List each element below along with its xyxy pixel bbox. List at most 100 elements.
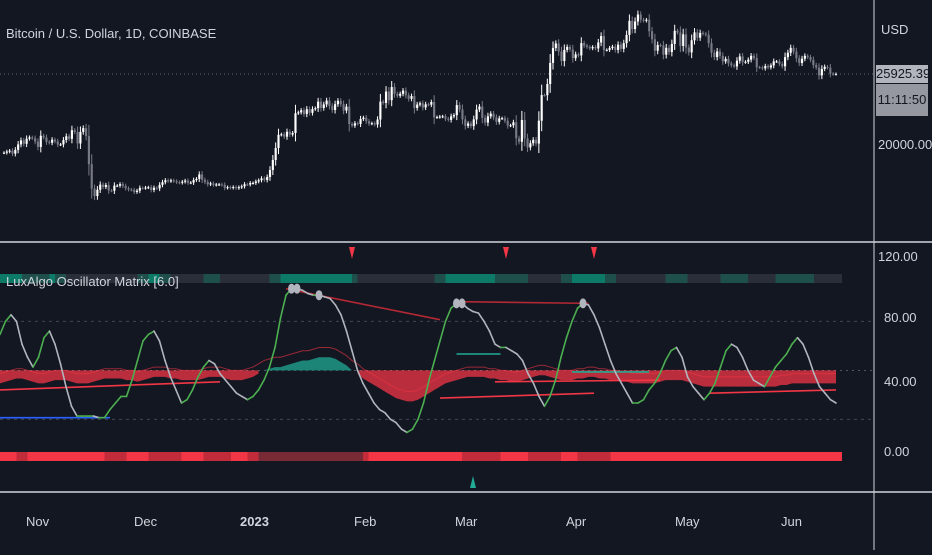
candle-body xyxy=(611,46,614,49)
hyperwave-segment xyxy=(532,382,540,398)
confluence-zone-upper xyxy=(775,274,782,283)
hyperwave-segment xyxy=(92,415,100,419)
confluence-zone-upper xyxy=(247,274,254,283)
hyperwave-segment xyxy=(593,313,601,329)
candle-body xyxy=(602,36,606,50)
confluence-zone-upper xyxy=(170,274,177,283)
confluence-zone-upper xyxy=(605,274,611,283)
confluence-zone-upper xyxy=(830,274,837,283)
confluence-zone-upper xyxy=(709,274,716,283)
hyperwave-segment xyxy=(65,385,73,408)
hyperwave-segment xyxy=(136,340,144,362)
candle-body xyxy=(184,180,187,182)
candle-body xyxy=(365,117,368,122)
candle-body xyxy=(752,55,756,59)
candle-body xyxy=(758,67,761,69)
candle-body xyxy=(650,31,654,40)
hyperwave-segment xyxy=(329,297,337,306)
osc-axis-tick: 40.00 xyxy=(884,374,917,389)
time-axis-tick: Mar xyxy=(455,514,478,529)
candle-body xyxy=(600,36,603,43)
confluence-zone-lower xyxy=(363,452,369,461)
candle-body xyxy=(376,119,379,125)
candle-body xyxy=(56,141,59,145)
candle-body xyxy=(73,130,76,133)
candle-body xyxy=(121,184,124,186)
candle-body xyxy=(11,150,14,154)
candle-body xyxy=(778,61,781,64)
confluence-zone-lower xyxy=(478,452,485,461)
hyperwave-segment xyxy=(274,317,282,349)
indicator-title: LuxAlgo Oscillator Matrix [6.0] xyxy=(6,274,179,289)
candle-body xyxy=(605,49,608,51)
confluence-zone-upper xyxy=(297,274,303,283)
hyperwave-segment xyxy=(433,340,441,362)
confluence-zone-lower xyxy=(396,452,402,461)
confluence-zone-lower xyxy=(594,452,600,461)
candle-body xyxy=(263,178,266,180)
candle-body xyxy=(257,180,260,182)
hyperwave-segment xyxy=(538,395,546,408)
confluence-zone-lower xyxy=(247,452,254,461)
hyperwave-segment xyxy=(697,392,705,401)
confluence-zone-upper xyxy=(649,274,655,283)
confluence-zone-upper xyxy=(836,274,842,283)
candle-body xyxy=(107,185,110,191)
candle-body xyxy=(45,137,48,142)
confluence-zone-lower xyxy=(808,452,815,461)
confluence-zone-upper xyxy=(555,274,562,283)
candle-body xyxy=(393,87,396,94)
candle-body xyxy=(509,125,512,127)
hyperwave-segment xyxy=(340,313,348,332)
confluence-zone-upper xyxy=(236,274,243,283)
confluence-zone-upper xyxy=(269,274,276,283)
candle-body xyxy=(209,183,212,185)
bearish-signal-arrow xyxy=(503,247,509,259)
hyperwave-segment xyxy=(681,356,689,378)
confluence-zone-lower xyxy=(792,452,798,461)
hyperwave-segment xyxy=(307,292,315,297)
confluence-zone-upper xyxy=(654,274,661,283)
candle-body xyxy=(42,135,45,138)
candle-body xyxy=(186,180,190,183)
confluence-zone-lower xyxy=(269,452,276,461)
candle-body xyxy=(342,104,345,111)
candle-body xyxy=(39,135,42,147)
confluence-zone-lower xyxy=(440,452,446,461)
confluence-zone-lower xyxy=(561,452,567,461)
candle-body xyxy=(99,184,102,190)
confluence-zone-upper xyxy=(264,274,270,283)
confluence-zone-upper xyxy=(594,274,600,283)
candle-body xyxy=(266,176,269,180)
confluence-zone-upper xyxy=(764,274,771,283)
hyperwave-segment xyxy=(741,356,749,372)
hyperwave-segment xyxy=(158,340,166,362)
confluence-zone-upper xyxy=(682,274,688,283)
candle-body xyxy=(246,184,249,186)
candle-body xyxy=(31,137,34,139)
hyperwave-segment xyxy=(395,421,403,430)
hyperwave-segment xyxy=(642,389,650,401)
hyperwave-segment xyxy=(202,359,210,368)
candle-body xyxy=(2,152,6,154)
confluence-zone-lower xyxy=(544,452,551,461)
candle-body xyxy=(834,73,838,75)
confluence-zone-upper xyxy=(181,274,188,283)
hyperwave-segment xyxy=(620,382,628,395)
candle-body xyxy=(498,118,501,122)
hyperwave-segment xyxy=(241,395,249,401)
hyperwave-segment xyxy=(675,346,683,359)
confluence-zone-lower xyxy=(797,452,804,461)
confluence-zone-upper xyxy=(467,274,474,283)
candle-body xyxy=(566,46,569,50)
hyperwave-segment xyxy=(637,398,645,404)
candle-body xyxy=(543,95,546,97)
confluence-zone-lower xyxy=(599,452,606,461)
hyperwave-segment xyxy=(604,343,612,362)
hyperwave-segment xyxy=(615,372,623,385)
confluence-zone-upper xyxy=(676,274,683,283)
confluence-zone-lower xyxy=(126,452,133,461)
confluence-zone-lower xyxy=(588,452,595,461)
